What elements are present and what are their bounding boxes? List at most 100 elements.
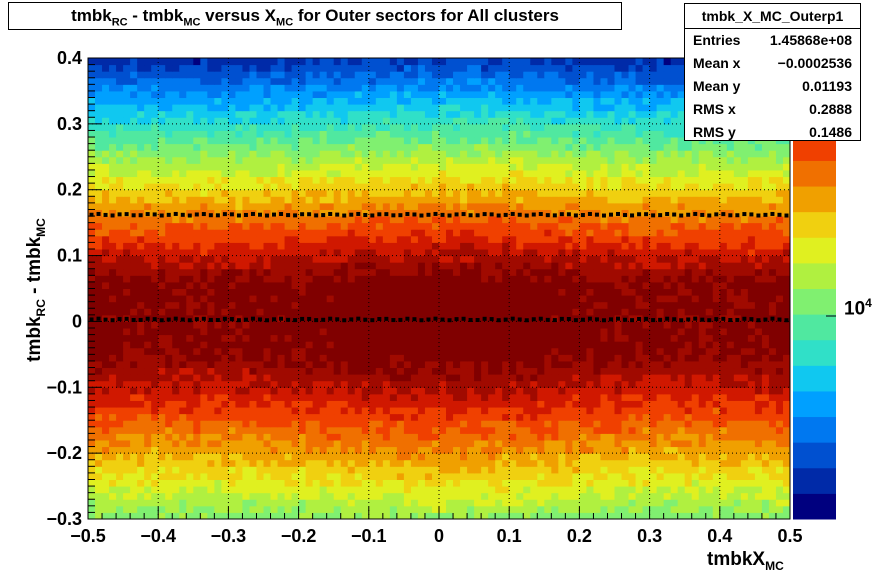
heatmap-cell xyxy=(165,492,173,500)
heatmap-cell xyxy=(691,400,700,408)
heatmap-cell xyxy=(410,189,419,197)
heatmap-cell xyxy=(347,281,356,289)
heatmap-cell xyxy=(214,380,222,388)
heatmap-cell xyxy=(333,235,342,243)
heatmap-cell xyxy=(565,360,573,369)
heatmap-cell xyxy=(186,426,194,434)
heatmap-cell xyxy=(109,459,117,467)
heatmap-cell xyxy=(270,216,279,224)
heatmap-cell xyxy=(256,426,264,434)
heatmap-cell xyxy=(123,229,131,237)
heatmap-cell xyxy=(614,426,623,434)
heatmap-cell xyxy=(607,380,615,388)
heatmap-cell xyxy=(705,387,714,395)
heatmap-cell xyxy=(663,328,672,336)
heatmap-cell xyxy=(614,512,623,520)
heatmap-cell xyxy=(698,479,707,487)
heatmap-cell xyxy=(284,354,293,362)
heatmap-cell xyxy=(186,499,194,507)
heatmap-cell xyxy=(754,426,763,434)
heatmap-cell xyxy=(761,459,770,467)
heatmap-cell xyxy=(453,459,461,467)
heatmap-cell xyxy=(726,479,735,487)
heatmap-cell xyxy=(291,295,300,303)
heatmap-cell xyxy=(382,308,391,316)
heatmap-cell xyxy=(298,354,307,362)
heatmap-cell xyxy=(347,328,356,336)
heatmap-cell xyxy=(495,328,503,336)
heatmap-cell xyxy=(102,189,110,197)
heatmap-cell xyxy=(214,202,222,210)
heatmap-cell xyxy=(502,459,510,467)
heatmap-cell xyxy=(782,268,791,276)
heatmap-cell xyxy=(249,505,257,513)
heatmap-cell xyxy=(572,189,580,197)
heatmap-cell xyxy=(754,301,763,309)
heatmap-cell xyxy=(754,334,763,342)
heatmap-cell xyxy=(319,248,328,257)
heatmap-cell xyxy=(284,222,293,230)
heatmap-cell xyxy=(417,189,426,197)
heatmap-cell xyxy=(333,439,342,448)
heatmap-cell xyxy=(410,439,419,448)
heatmap-cell xyxy=(109,505,117,513)
heatmap-cell xyxy=(523,347,531,355)
heatmap-cell xyxy=(509,235,517,243)
heatmap-cell xyxy=(165,459,173,467)
heatmap-cell xyxy=(130,189,138,197)
heatmap-cell xyxy=(193,492,201,500)
heatmap-cell xyxy=(642,374,651,382)
heatmap-cell xyxy=(551,360,559,369)
heatmap-cell xyxy=(719,479,728,487)
heatmap-cell xyxy=(635,196,644,204)
heatmap-cell xyxy=(502,242,510,250)
heatmap-cell xyxy=(207,334,215,342)
heatmap-cell xyxy=(614,400,623,408)
heatmap-cell xyxy=(712,347,721,355)
heatmap-cell xyxy=(649,420,658,428)
heatmap-cell xyxy=(712,235,721,243)
heatmap-cell xyxy=(179,301,187,309)
heatmap-cell xyxy=(193,407,201,415)
heatmap-cell xyxy=(410,407,419,415)
heatmap-cell xyxy=(684,446,693,454)
heatmap-cell xyxy=(705,499,714,507)
heatmap-cell xyxy=(291,268,300,276)
heatmap-cell xyxy=(263,288,272,296)
heatmap-cell xyxy=(719,295,728,303)
heatmap-cell xyxy=(368,505,377,513)
heatmap-cell xyxy=(579,466,587,474)
heatmap-cell xyxy=(691,255,700,263)
heatmap-cell xyxy=(607,374,615,382)
heatmap-cell xyxy=(410,248,419,257)
heatmap-cell xyxy=(179,420,187,428)
heatmap-cell xyxy=(221,393,229,401)
heatmap-cell xyxy=(502,486,510,494)
heatmap-cell xyxy=(677,196,686,204)
heatmap-cell xyxy=(740,281,749,289)
heatmap-cell xyxy=(312,374,321,382)
heatmap-cell xyxy=(172,407,180,415)
heatmap-cell xyxy=(130,242,138,250)
heatmap-cell xyxy=(691,308,700,316)
heatmap-cell xyxy=(607,446,615,454)
heatmap-cell xyxy=(193,374,201,382)
heatmap-cell xyxy=(354,242,363,250)
heatmap-cell xyxy=(586,407,594,415)
heatmap-cell xyxy=(551,354,559,362)
heatmap-cell xyxy=(446,393,454,401)
heatmap-cell xyxy=(256,202,264,210)
heatmap-cell xyxy=(200,281,208,289)
heatmap-cell xyxy=(165,189,173,197)
heatmap-cell xyxy=(214,347,222,355)
heatmap-cell xyxy=(670,374,679,382)
heatmap-cell xyxy=(446,453,454,461)
heatmap-cell xyxy=(144,499,152,507)
heatmap-cell xyxy=(530,420,538,428)
heatmap-cell xyxy=(754,196,763,204)
heatmap-cell xyxy=(782,301,791,309)
heatmap-cell xyxy=(179,248,187,257)
heatmap-cell xyxy=(544,453,552,461)
heatmap-cell xyxy=(698,321,707,329)
heatmap-cell xyxy=(691,420,700,428)
